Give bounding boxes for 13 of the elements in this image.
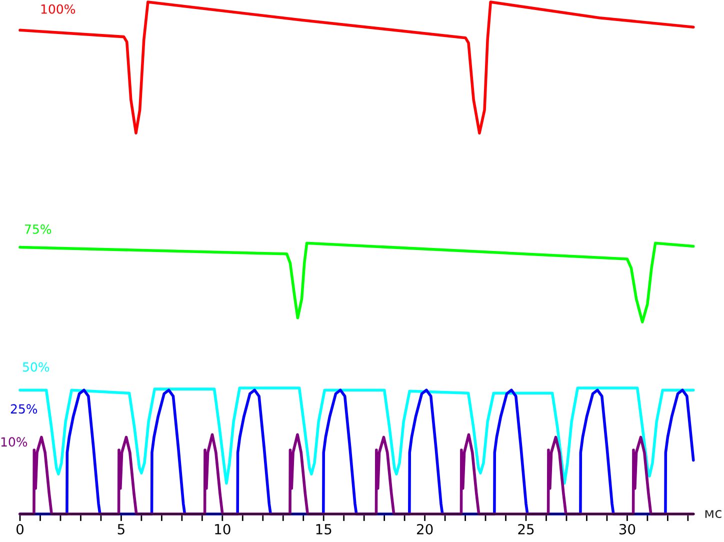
series-label: 10% (1, 437, 28, 447)
x-tick-label: 30 (619, 524, 636, 534)
x-tick-label: 5 (118, 524, 124, 534)
x-tick-label: 15 (316, 524, 332, 534)
x-tick-label: 25 (518, 524, 534, 534)
text: 25% (10, 404, 38, 414)
series-label: 100% (41, 4, 76, 14)
series-label: 75% (25, 224, 52, 234)
x-axis-title: мс (705, 510, 722, 518)
x-tick-label: 10 (215, 524, 230, 534)
x-tick-label: 0 (16, 524, 24, 534)
series-label: 50% (22, 362, 50, 372)
x-tick-label: 20 (416, 524, 433, 534)
